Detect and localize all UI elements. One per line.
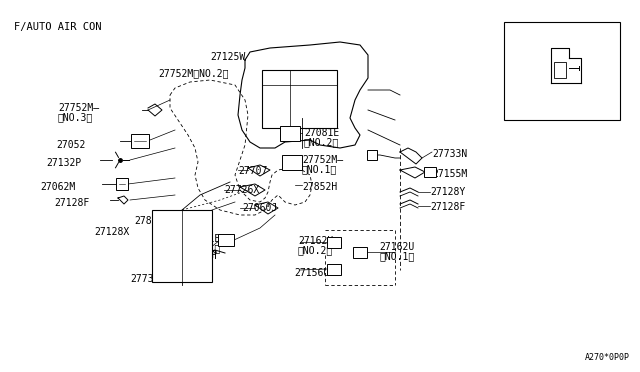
Text: 27128F: 27128F <box>54 198 89 208</box>
Bar <box>218 234 234 246</box>
Text: 27052: 27052 <box>56 140 85 150</box>
Text: 〈NO.2〉: 〈NO.2〉 <box>304 137 339 147</box>
Bar <box>262 70 337 128</box>
Text: 27081E: 27081E <box>185 234 220 244</box>
Text: 27752M—: 27752M— <box>302 155 343 165</box>
Text: 〈NO.2〉: 〈NO.2〉 <box>298 245 333 255</box>
Text: 27081E: 27081E <box>304 128 339 138</box>
Text: 27060J: 27060J <box>242 203 277 213</box>
Text: 27707: 27707 <box>238 166 268 176</box>
Bar <box>327 263 341 275</box>
Text: 27132P: 27132P <box>46 158 81 168</box>
Text: 27852H: 27852H <box>134 216 169 226</box>
Text: 27156U: 27156U <box>294 268 329 278</box>
Text: A270*0P0P: A270*0P0P <box>585 353 630 362</box>
Bar <box>131 134 149 148</box>
Bar <box>327 237 341 247</box>
Text: 27125W: 27125W <box>210 52 245 62</box>
Bar <box>367 150 377 160</box>
Text: 27629P: 27629P <box>182 250 217 260</box>
Text: 27062M: 27062M <box>40 182 76 192</box>
Text: 27128Y: 27128Y <box>430 187 465 197</box>
Text: 27128F: 27128F <box>430 202 465 212</box>
Text: 27726X: 27726X <box>224 185 259 195</box>
Bar <box>152 210 212 282</box>
Text: 27752M〈NO.2〉: 27752M〈NO.2〉 <box>158 68 228 78</box>
Text: 〈NO.1〉: 〈NO.1〉 <box>302 164 337 174</box>
Text: 27162U: 27162U <box>379 242 414 252</box>
Bar <box>116 178 128 190</box>
Text: 27852H: 27852H <box>302 182 337 192</box>
Text: F/AUTO AIR CON: F/AUTO AIR CON <box>14 22 102 32</box>
Text: 〈NO.1〉: 〈NO.1〉 <box>379 251 414 261</box>
Text: 27155M: 27155M <box>432 169 467 179</box>
Text: 〈NO.3〉: 〈NO.3〉 <box>58 112 93 122</box>
Text: 〈NO.1〉: 〈NO.1〉 <box>185 243 220 253</box>
Bar <box>424 167 436 177</box>
Bar <box>353 247 367 257</box>
Text: 27162U: 27162U <box>298 236 333 246</box>
Text: 27733M: 27733M <box>130 274 165 284</box>
Text: 27128X: 27128X <box>94 227 129 237</box>
Bar <box>554 62 566 78</box>
Text: 27733N: 27733N <box>432 149 467 159</box>
Bar <box>504 22 620 120</box>
Text: 27752M—: 27752M— <box>58 103 99 113</box>
Text: 25238P: 25238P <box>547 110 582 120</box>
Bar <box>280 125 300 141</box>
Bar <box>282 154 302 170</box>
